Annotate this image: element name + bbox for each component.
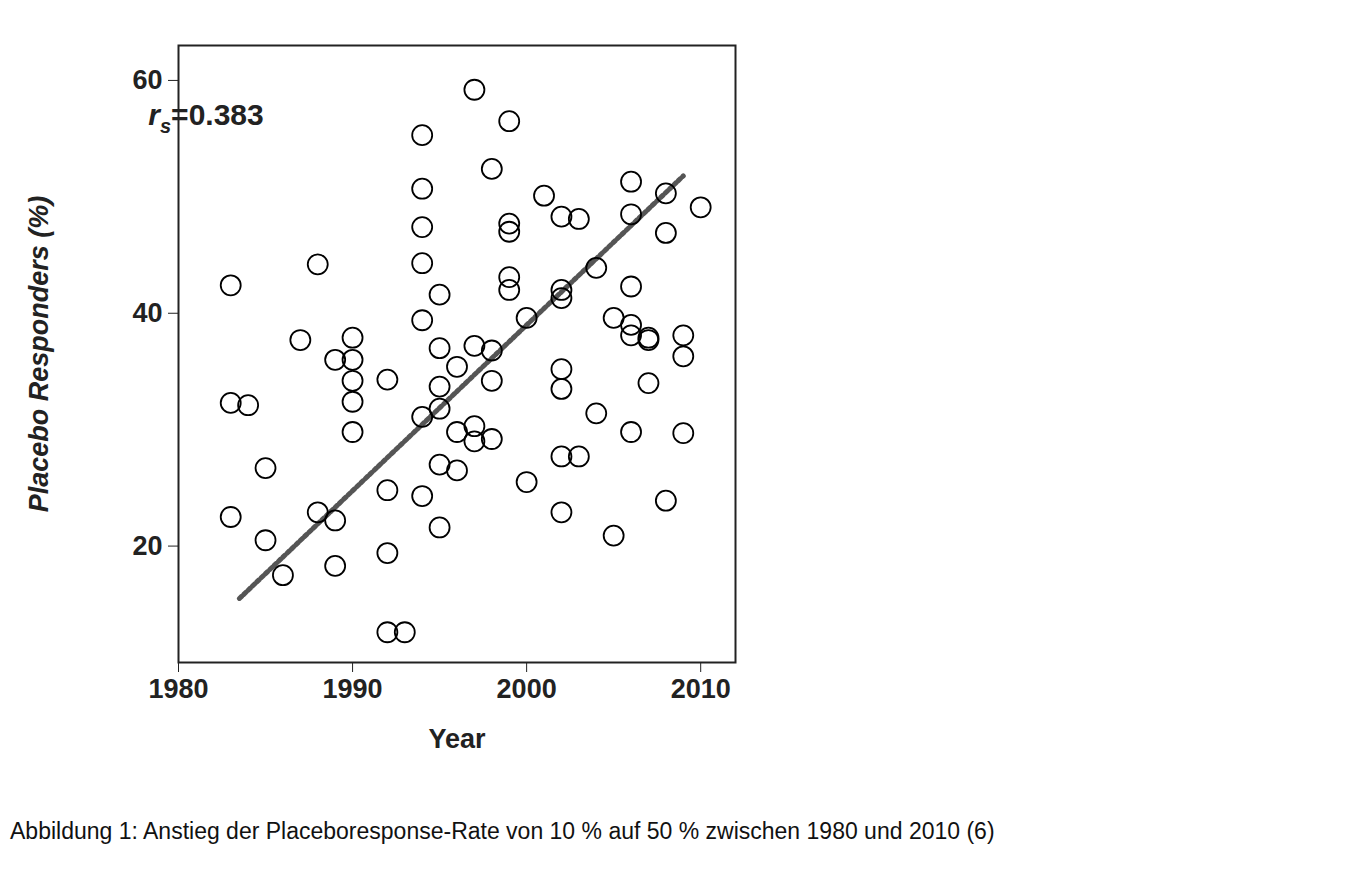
svg-text:2000: 2000 (497, 674, 557, 704)
svg-text:Placebo Responders (%): Placebo Responders (%) (24, 196, 54, 513)
svg-text:40: 40 (132, 298, 162, 328)
svg-text:1990: 1990 (323, 674, 383, 704)
svg-text:Year: Year (428, 724, 486, 754)
svg-text:1980: 1980 (148, 674, 208, 704)
html-text:Abbildung 1: Anstieg der Place: Abbildung 1: Anstieg der Placeboresponse… (10, 818, 995, 844)
svg-text:2010: 2010 (671, 674, 731, 704)
svg-text:rs=0.383: rs=0.383 (148, 98, 263, 137)
svg-text:60: 60 (132, 65, 162, 95)
svg-text:20: 20 (132, 531, 162, 561)
